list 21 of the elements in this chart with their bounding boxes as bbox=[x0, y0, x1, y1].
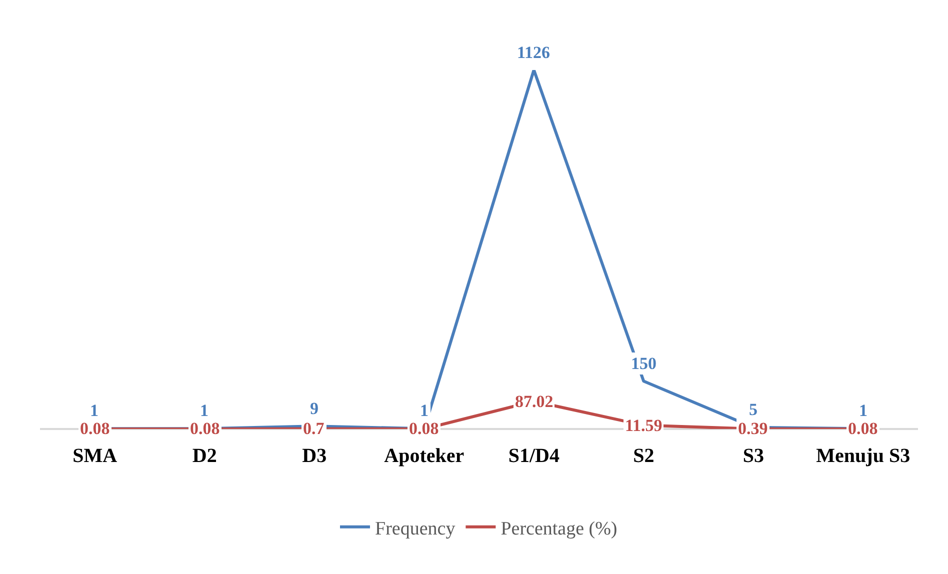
data-label: 0.08 bbox=[80, 419, 110, 438]
data-label: 5 bbox=[749, 400, 758, 419]
x-tick-label: Menuju S3 bbox=[816, 445, 910, 467]
data-label: 0.7 bbox=[303, 419, 325, 438]
legend-label: Frequency bbox=[375, 518, 456, 540]
x-tick-label: S1/D4 bbox=[508, 445, 560, 467]
legend-label: Percentage (%) bbox=[500, 518, 618, 540]
x-tick-label: SMA bbox=[72, 445, 118, 467]
data-label: 9 bbox=[310, 399, 318, 418]
x-tick-label: D3 bbox=[302, 445, 327, 467]
x-tick-label: D2 bbox=[192, 445, 217, 467]
x-tick-label: S2 bbox=[633, 445, 654, 467]
data-label: 1126 bbox=[517, 43, 550, 62]
data-label: 1 bbox=[859, 401, 868, 420]
data-label: 1 bbox=[420, 401, 428, 420]
data-label: 150 bbox=[631, 354, 656, 373]
data-label: 1 bbox=[200, 401, 208, 420]
x-tick-label: S3 bbox=[742, 445, 764, 467]
x-tick-label: Apoteker bbox=[384, 445, 464, 467]
data-label: 1 bbox=[90, 401, 98, 420]
data-label: 0.08 bbox=[848, 419, 878, 438]
